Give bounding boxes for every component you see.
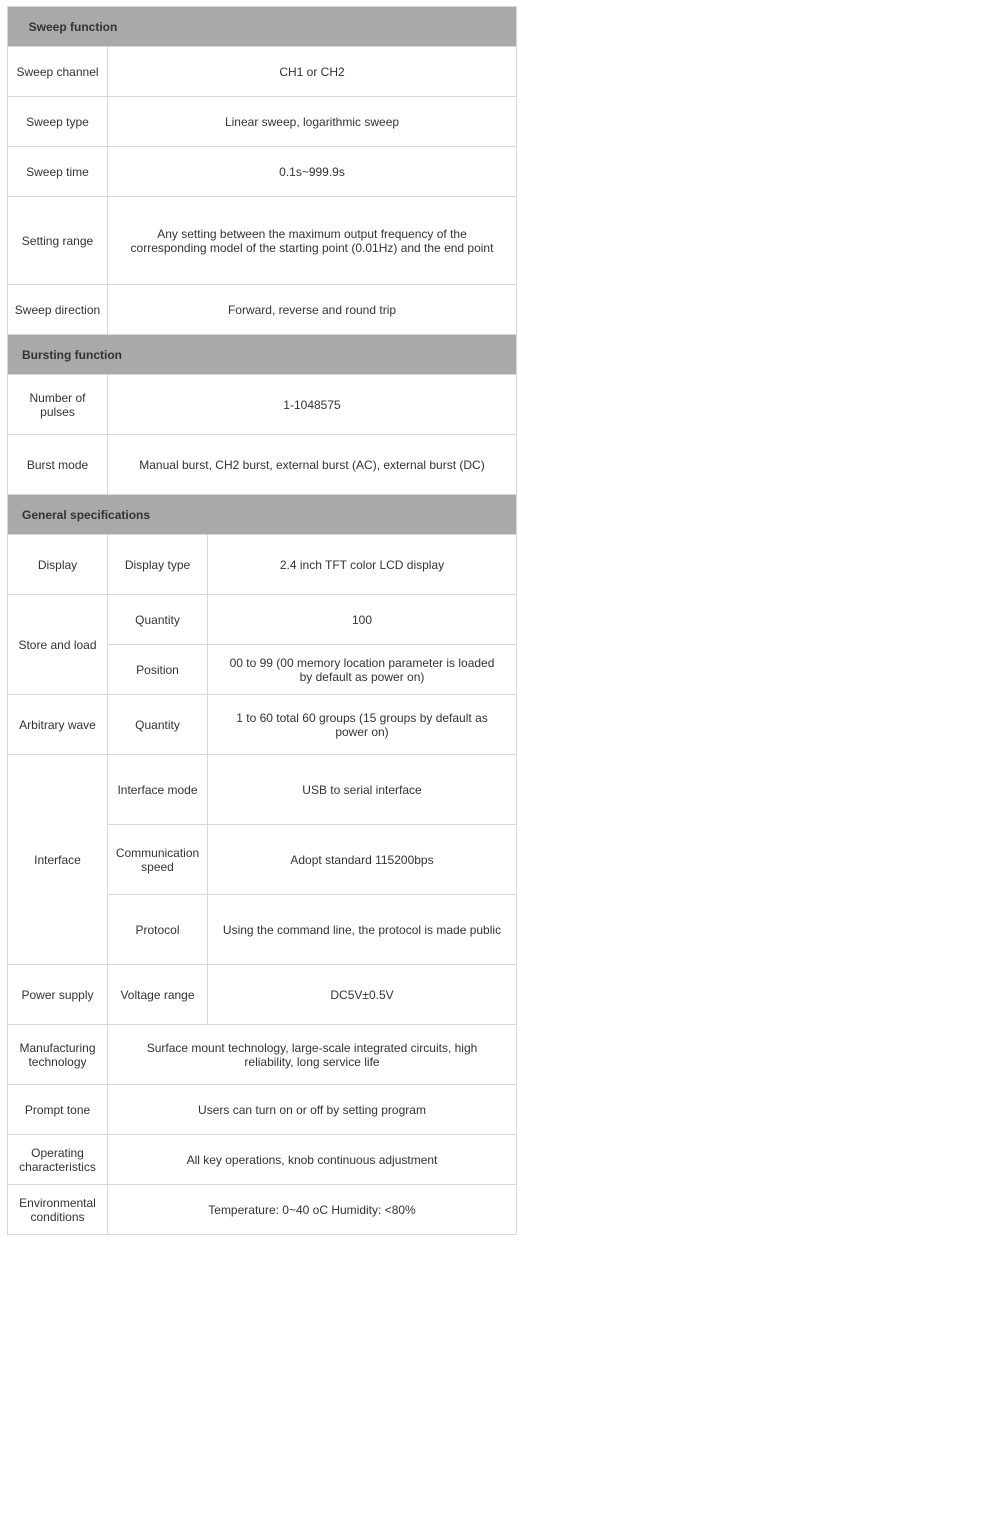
row-value: All key operations, knob continuous adju… bbox=[108, 1135, 517, 1185]
row-value: Forward, reverse and round trip bbox=[108, 285, 517, 335]
row-value: 00 to 99 (00 memory location parameter i… bbox=[208, 645, 517, 695]
row-value: 1 to 60 total 60 groups (15 groups by de… bbox=[208, 695, 517, 755]
row-sublabel: Quantity bbox=[108, 595, 208, 645]
section-header-sweep: Sweep function bbox=[8, 7, 517, 47]
row-value: Adopt standard 115200bps bbox=[208, 825, 517, 895]
row-sublabel: Quantity bbox=[108, 695, 208, 755]
row-value: Manual burst, CH2 burst, external burst … bbox=[108, 435, 517, 495]
row-label: Sweep type bbox=[8, 97, 108, 147]
row-label: Manufacturing technology bbox=[8, 1025, 108, 1085]
section-header-bursting: Bursting function bbox=[8, 335, 517, 375]
row-sublabel: Position bbox=[108, 645, 208, 695]
specifications-table: Sweep function Sweep channel CH1 or CH2 … bbox=[7, 6, 517, 1235]
row-sublabel: Communication speed bbox=[108, 825, 208, 895]
row-value: Temperature: 0~40 oC Humidity: <80% bbox=[108, 1185, 517, 1235]
row-label: Store and load bbox=[8, 595, 108, 695]
row-label: Setting range bbox=[8, 197, 108, 285]
row-value: Surface mount technology, large-scale in… bbox=[108, 1025, 517, 1085]
row-label: Sweep direction bbox=[8, 285, 108, 335]
row-label: Arbitrary wave bbox=[8, 695, 108, 755]
row-label: Power supply bbox=[8, 965, 108, 1025]
row-sublabel: Protocol bbox=[108, 895, 208, 965]
row-value: 2.4 inch TFT color LCD display bbox=[208, 535, 517, 595]
row-label: Environmental conditions bbox=[8, 1185, 108, 1235]
row-value: Linear sweep, logarithmic sweep bbox=[108, 97, 517, 147]
row-value: 100 bbox=[208, 595, 517, 645]
row-value: Users can turn on or off by setting prog… bbox=[108, 1085, 517, 1135]
row-sublabel: Display type bbox=[108, 535, 208, 595]
row-label: Sweep time bbox=[8, 147, 108, 197]
row-value: 0.1s~999.9s bbox=[108, 147, 517, 197]
row-value: Any setting between the maximum output f… bbox=[108, 197, 517, 285]
row-label: Sweep channel bbox=[8, 47, 108, 97]
row-value: 1-1048575 bbox=[108, 375, 517, 435]
row-value: DC5V±0.5V bbox=[208, 965, 517, 1025]
row-sublabel: Interface mode bbox=[108, 755, 208, 825]
row-label: Operating characteristics bbox=[8, 1135, 108, 1185]
row-label: Prompt tone bbox=[8, 1085, 108, 1135]
row-value: USB to serial interface bbox=[208, 755, 517, 825]
row-sublabel: Voltage range bbox=[108, 965, 208, 1025]
row-label: Display bbox=[8, 535, 108, 595]
row-label: Number of pulses bbox=[8, 375, 108, 435]
row-label: Interface bbox=[8, 755, 108, 965]
section-header-general: General specifications bbox=[8, 495, 517, 535]
row-value: CH1 or CH2 bbox=[108, 47, 517, 97]
row-label: Burst mode bbox=[8, 435, 108, 495]
row-value: Using the command line, the protocol is … bbox=[208, 895, 517, 965]
